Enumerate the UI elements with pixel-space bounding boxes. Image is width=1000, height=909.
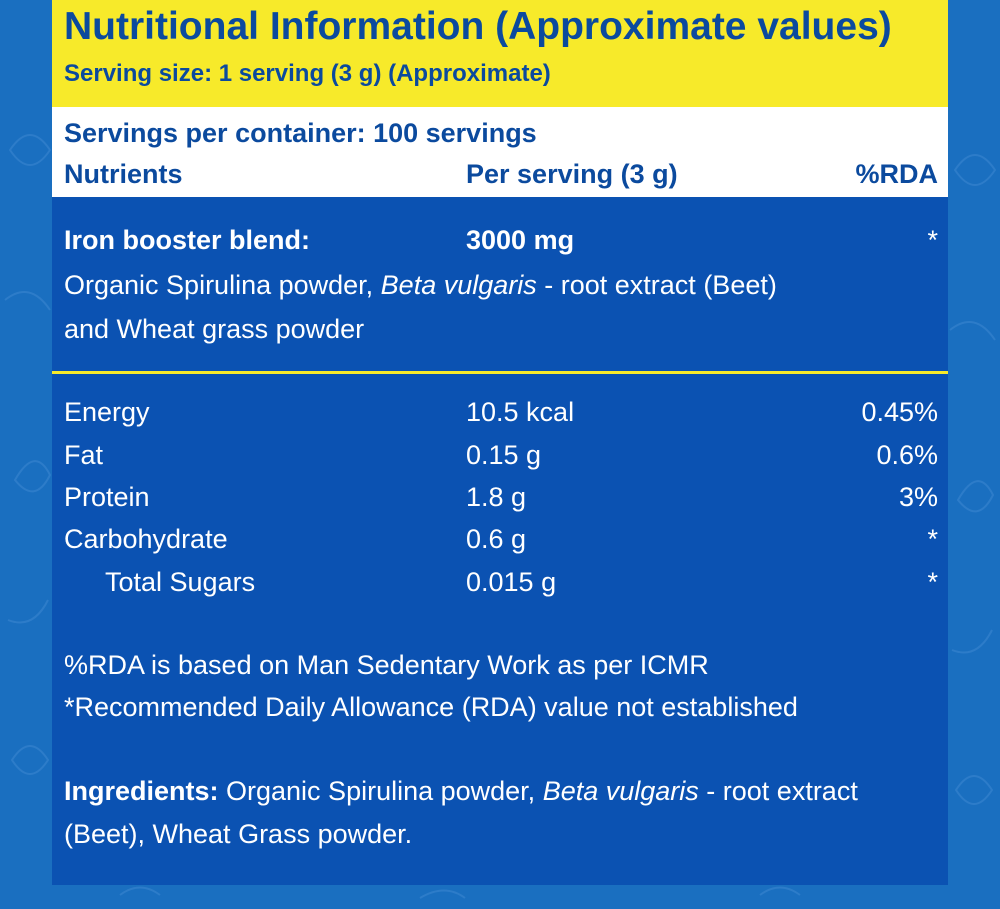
column-header-per-serving: Per serving (3 g) — [466, 159, 678, 189]
nutrient-name: Total Sugars — [105, 567, 256, 597]
nutrient-name: Protein — [64, 482, 150, 512]
nutrient-value: 10.5 kcal — [466, 397, 575, 427]
blend-description-line2: and Wheat grass powder — [64, 314, 365, 344]
nutrient-value: 1.8 g — [466, 482, 527, 512]
rda-footnote: *Recommended Daily Allowance (RDA) value… — [64, 692, 798, 722]
blend-rda: * — [927, 225, 938, 255]
ingredients-line2: (Beet), Wheat Grass powder. — [64, 819, 413, 849]
serving-size: Serving size: 1 serving (3 g) (Approxima… — [64, 60, 551, 87]
ingredients-line1: Ingredients: Organic Spirulina powder, B… — [64, 776, 858, 806]
nutrient-rda: 0.45% — [861, 397, 938, 427]
header-band — [52, 0, 948, 107]
nutrient-value: 0.6 g — [466, 524, 527, 554]
section-divider — [52, 371, 948, 374]
blend-amount: 3000 mg — [466, 225, 575, 255]
nutrient-rda: * — [927, 567, 938, 597]
nutrient-rda: * — [927, 524, 938, 554]
nutrient-rda: 0.6% — [876, 440, 938, 470]
column-header-rda: %RDA — [855, 159, 938, 189]
nutrient-rda: 3% — [898, 482, 938, 512]
columns-band — [52, 107, 948, 197]
nutrient-name: Energy — [64, 397, 150, 427]
nutrient-value: 0.015 g — [466, 567, 557, 597]
nutrient-name: Carbohydrate — [64, 524, 228, 554]
column-header-nutrients: Nutrients — [64, 159, 183, 189]
blend-description-line1: Organic Spirulina powder, Beta vulgaris … — [64, 270, 777, 300]
nutrient-value: 0.15 g — [466, 440, 542, 470]
nutrient-name: Fat — [64, 440, 104, 470]
blend-name: Iron booster blend: — [64, 225, 310, 255]
rda-note: %RDA is based on Man Sedentary Work as p… — [64, 650, 709, 680]
nutrition-panel: Nutritional Information (Approximate val… — [52, 0, 948, 885]
panel-title: Nutritional Information (Approximate val… — [64, 5, 892, 48]
servings-per-container: Servings per container: 100 servings — [64, 118, 537, 148]
